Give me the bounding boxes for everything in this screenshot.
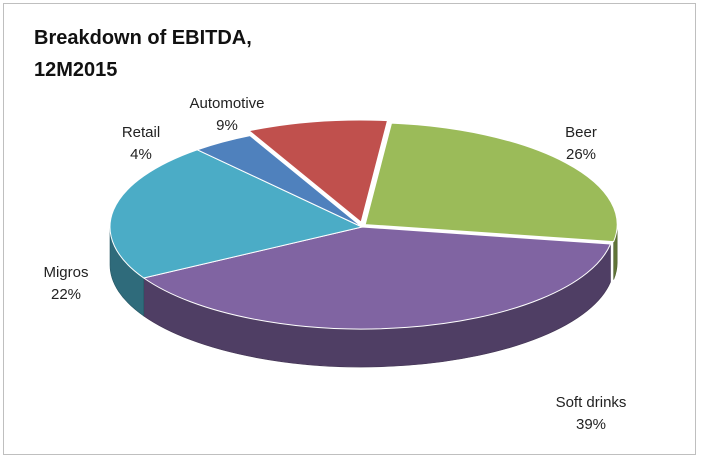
slice-value-automotive: 9% <box>216 117 238 134</box>
pie-slice-soft-drinks <box>142 226 612 330</box>
pie-slice-beer <box>364 122 618 243</box>
pie-slice-migros <box>109 149 364 279</box>
slice-label-automotive: Automotive <box>189 95 264 112</box>
slice-label-retail: Retail <box>122 124 160 141</box>
slice-value-soft-drinks: 39% <box>576 416 606 433</box>
pie-slice-automotive <box>247 119 389 223</box>
slice-label-beer: Beer <box>565 124 597 141</box>
slice-value-beer: 26% <box>566 146 596 163</box>
slice-value-migros: 22% <box>51 286 81 303</box>
slice-label-migros: Migros <box>43 264 88 281</box>
chart-title-line-1: Breakdown of EBITDA, <box>34 27 252 49</box>
pie-slice-retail <box>196 135 363 228</box>
slice-label-soft-drinks: Soft drinks <box>556 394 627 411</box>
slice-value-retail: 4% <box>130 146 152 163</box>
chart-title: Breakdown of EBITDA, 12M2015 <box>34 22 252 86</box>
chart-title-line-2: 12M2015 <box>34 59 118 81</box>
